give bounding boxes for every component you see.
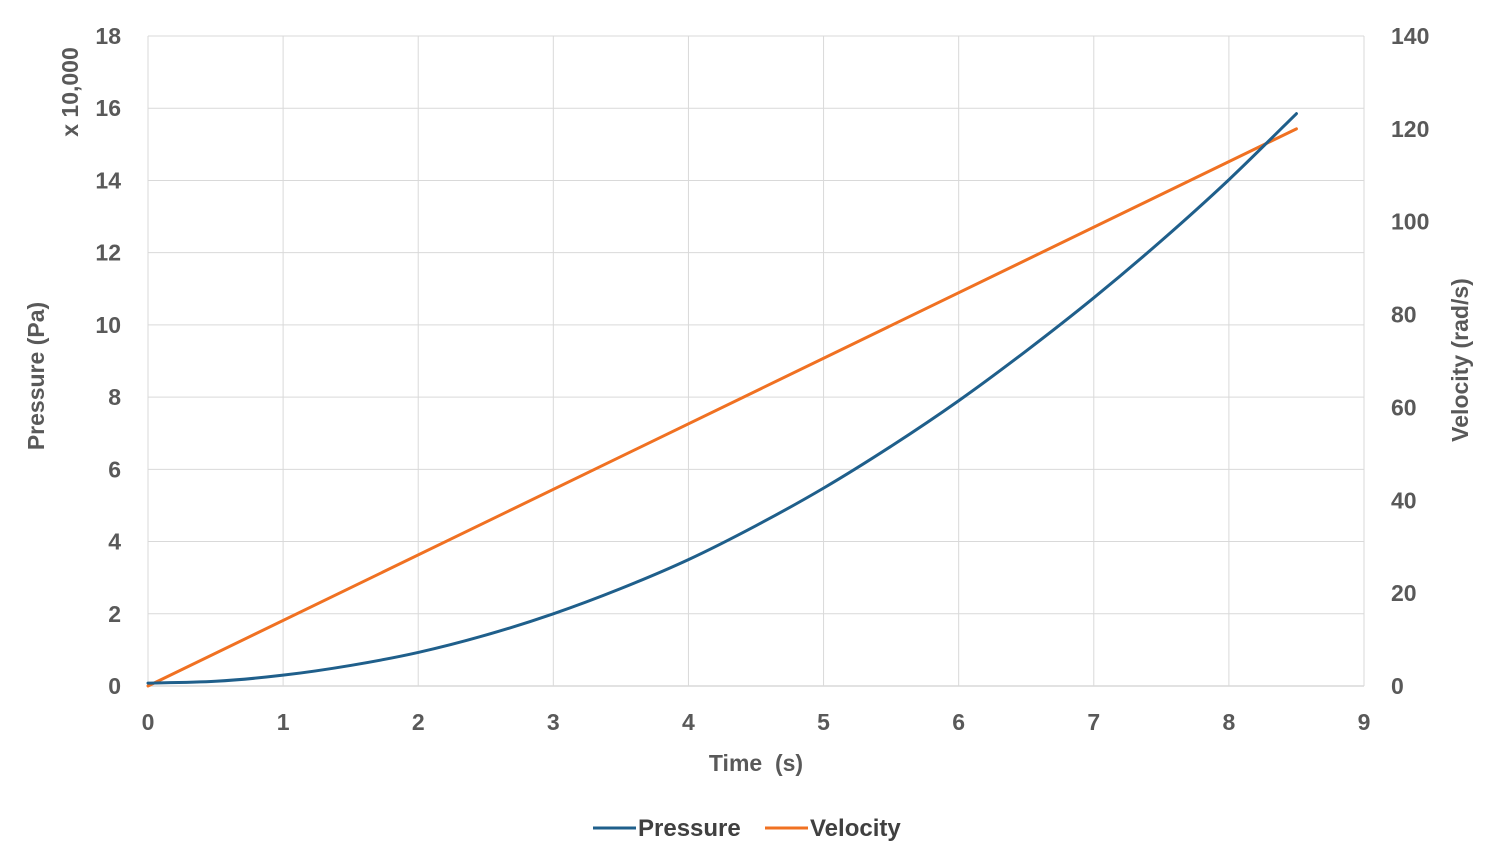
y-left-tick-label: 4 bbox=[108, 529, 121, 555]
x-tick-label: 9 bbox=[1358, 709, 1371, 735]
y-right-tick-label: 0 bbox=[1391, 673, 1404, 699]
y-left-tick-label: 12 bbox=[95, 240, 121, 266]
y-left-tick-label: 14 bbox=[95, 167, 121, 193]
y-left-tick-label: 18 bbox=[95, 23, 121, 49]
x-tick-label: 5 bbox=[817, 709, 830, 735]
x-tick-label: 0 bbox=[142, 709, 155, 735]
y-left-tick-labels: 0 2 4 6 8 10 12 14 16 18 bbox=[95, 23, 121, 699]
series-line-pressure bbox=[146, 112, 1298, 685]
y-left-tick-label: 6 bbox=[108, 456, 121, 482]
legend: Pressure Velocity bbox=[593, 815, 901, 842]
y-left-axis-title: Pressure (Pa) bbox=[23, 302, 49, 450]
x-tick-label: 4 bbox=[682, 709, 695, 735]
x-tick-label: 8 bbox=[1222, 709, 1235, 735]
y-right-tick-label: 140 bbox=[1391, 23, 1429, 49]
legend-pressure-label: Pressure bbox=[638, 815, 741, 842]
series-lines bbox=[146, 112, 1298, 688]
y-left-tick-label: 0 bbox=[108, 673, 121, 699]
y-left-tick-label: 10 bbox=[95, 312, 121, 338]
x-tick-label: 2 bbox=[412, 709, 425, 735]
y-right-tick-label: 40 bbox=[1391, 487, 1417, 513]
y-right-tick-labels: 0 20 40 60 80 100 120 140 bbox=[1391, 23, 1429, 699]
x-tick-label: 6 bbox=[952, 709, 965, 735]
y-left-tick-label: 2 bbox=[108, 601, 121, 627]
x-tick-labels: 0 1 2 3 4 5 6 7 8 9 bbox=[142, 709, 1371, 735]
x-tick-label: 7 bbox=[1087, 709, 1100, 735]
y-right-tick-label: 100 bbox=[1391, 209, 1429, 235]
y-left-tick-label: 16 bbox=[95, 95, 121, 121]
y-right-tick-label: 20 bbox=[1391, 580, 1417, 606]
y-right-tick-label: 120 bbox=[1391, 116, 1429, 142]
x-tick-label: 1 bbox=[277, 709, 290, 735]
series-line-velocity bbox=[146, 127, 1298, 688]
gridlines bbox=[147, 35, 1365, 687]
y-right-axis-title: Velocity (rad/s) bbox=[1447, 278, 1473, 442]
x-axis-title: Time (s) bbox=[709, 750, 803, 776]
y-right-tick-label: 80 bbox=[1391, 302, 1417, 328]
legend-velocity-label: Velocity bbox=[810, 815, 901, 842]
y-left-multiplier-label: x 10,000 bbox=[57, 47, 83, 137]
y-left-tick-label: 8 bbox=[108, 384, 121, 410]
x-tick-label: 3 bbox=[547, 709, 560, 735]
y-right-tick-label: 60 bbox=[1391, 394, 1417, 420]
